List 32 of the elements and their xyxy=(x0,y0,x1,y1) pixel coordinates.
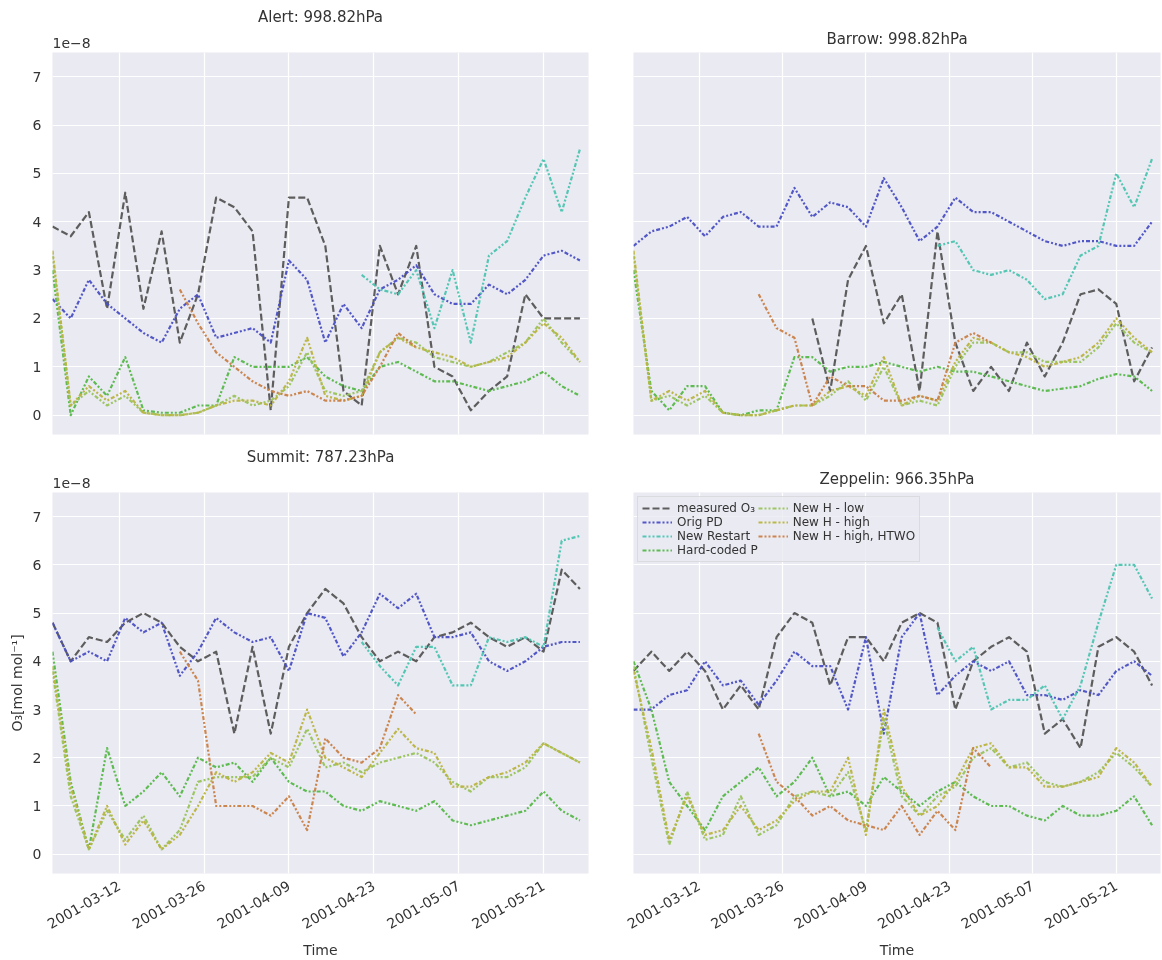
y-tick-label: 7 xyxy=(32,68,42,85)
y-tick-label: 5 xyxy=(32,605,42,622)
text: 1e−8 xyxy=(52,34,91,51)
legend-label: New H - high, HTWO xyxy=(792,529,916,543)
legend-label: New H - high xyxy=(792,515,870,529)
legend-label: measured O₃ xyxy=(677,501,756,515)
y-tick-label: 6 xyxy=(32,556,42,573)
y-axis-title: O₃[mol mol⁻¹] xyxy=(8,634,25,732)
chart-title: Alert: 998.82hPa xyxy=(257,7,384,26)
y-tick-label: 1 xyxy=(32,797,42,814)
y-tick-label: 4 xyxy=(32,213,42,230)
y-tick-label: 2 xyxy=(32,749,42,766)
x-axis-title: Time xyxy=(302,941,338,958)
legend-label: Hard-coded P xyxy=(677,543,758,557)
y-tick-label: 1 xyxy=(32,358,42,375)
y-tick-label: 0 xyxy=(32,846,42,863)
y-tick-label: 3 xyxy=(32,701,42,718)
y-tick-label: 3 xyxy=(32,262,42,279)
chart-title: Zeppelin: 966.35hPa xyxy=(819,469,975,488)
y-tick-label: 6 xyxy=(32,117,42,134)
y-tick-label: 0 xyxy=(32,407,42,424)
text: 1e−8 xyxy=(52,474,91,491)
legend-label: New H - low xyxy=(792,501,865,515)
legend-label: Orig PD xyxy=(677,515,723,529)
y-tick-label: 5 xyxy=(32,165,42,182)
y-tick-label: 4 xyxy=(32,653,42,670)
chart-title: Summit: 787.23hPa xyxy=(246,447,395,466)
x-axis-title: Time xyxy=(878,941,915,958)
chart-title: Barrow: 998.82hPa xyxy=(826,29,968,48)
legend-label: New Restart xyxy=(677,529,751,543)
y-tick-label: 2 xyxy=(32,310,42,327)
y-tick-label: 7 xyxy=(32,508,42,525)
